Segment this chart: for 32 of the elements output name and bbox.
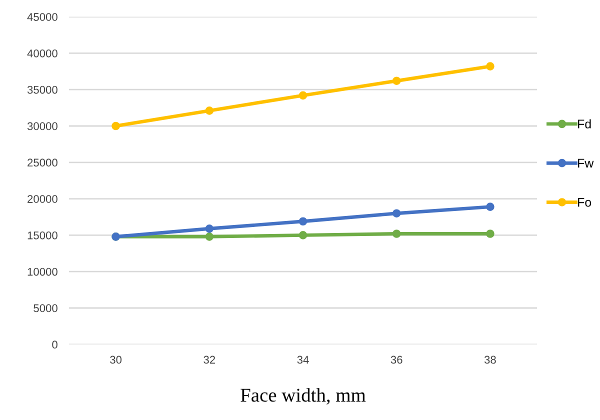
x-tick-label: 32 xyxy=(204,356,216,364)
point xyxy=(298,231,308,240)
y-tick-label: 0 xyxy=(52,340,58,349)
y-tick-label: 40000 xyxy=(27,49,58,58)
x-tick-label: 30 xyxy=(110,356,122,364)
point xyxy=(486,62,494,70)
point xyxy=(298,217,308,226)
x-axis-title: Face width, mm xyxy=(240,388,366,405)
y-tick-label: 30000 xyxy=(27,122,58,130)
x-tick-label: 36 xyxy=(390,356,402,364)
y-tick-label: 10000 xyxy=(28,268,58,276)
point xyxy=(392,230,401,238)
legend-label: Fw xyxy=(578,158,594,168)
legend-label: Fo xyxy=(578,198,592,207)
point xyxy=(205,224,214,233)
y-tick-label: 20000 xyxy=(28,195,58,203)
x-tick-label: 34 xyxy=(297,356,309,364)
point xyxy=(298,91,308,100)
point xyxy=(205,106,214,115)
y-tick-label: 35000 xyxy=(27,86,58,94)
point xyxy=(392,209,401,218)
legend-label: Fd xyxy=(578,119,591,128)
x-tick-label: 38 xyxy=(484,356,496,364)
y-tick-label: 5000 xyxy=(34,304,58,312)
y-tick-label: 45000 xyxy=(27,13,58,21)
point xyxy=(205,232,214,241)
point xyxy=(112,122,120,130)
point xyxy=(392,76,401,86)
point xyxy=(486,230,494,238)
y-tick-label: 15000 xyxy=(28,231,58,240)
point xyxy=(486,202,494,211)
y-tick-label: 25000 xyxy=(28,158,58,167)
